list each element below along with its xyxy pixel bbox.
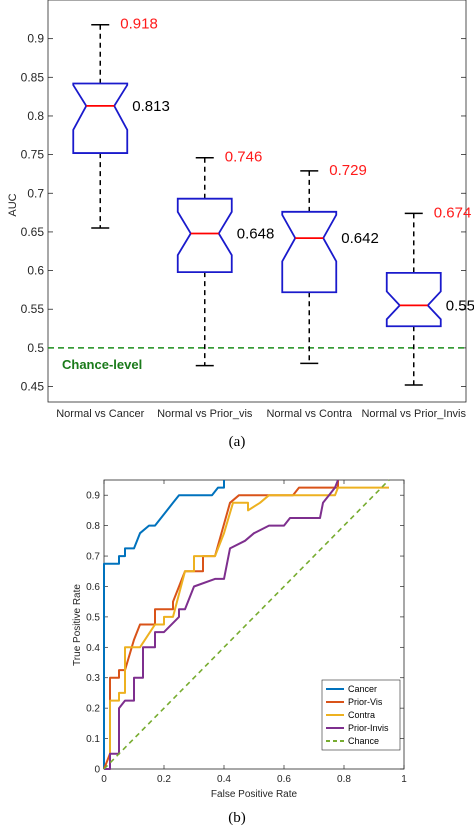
boxplot-x-ticks: Normal vs Cancer Normal vs Prior_vis Norma… bbox=[56, 408, 466, 420]
roc-curves bbox=[103, 479, 390, 770]
box-group: 0.642 0.729 bbox=[281, 162, 379, 365]
max-label: 0.746 bbox=[225, 149, 263, 166]
roc-y-axis-label: True Positive Rate bbox=[72, 584, 83, 666]
chance-label: Chance-level bbox=[62, 357, 142, 372]
roc-curve-prior-vis bbox=[103, 480, 339, 770]
notched-box bbox=[72, 82, 129, 154]
boxplot-y-axis-label: AUC bbox=[7, 193, 19, 216]
y-tick-label: 0.7 bbox=[86, 552, 100, 563]
legend-label: Chance bbox=[348, 736, 379, 746]
boxplot-panel: 0.45 0.5 0.55 0.6 0.65 0.7 0.75 0.8 0.85 0.9 Chan… bbox=[7, 0, 474, 450]
box-group: 0.555 0.674 bbox=[385, 204, 474, 386]
median-label: 0.648 bbox=[237, 225, 275, 242]
y-tick-label: 0.55 bbox=[21, 302, 45, 316]
x-tick-label: Normal vs Contra bbox=[266, 408, 352, 420]
y-tick-label: 0.5 bbox=[27, 341, 44, 355]
caption-b: (b) bbox=[228, 810, 246, 826]
y-tick-label: 0.6 bbox=[86, 582, 100, 593]
legend-label: Cancer bbox=[348, 684, 377, 694]
x-tick-label: 0 bbox=[101, 774, 107, 785]
y-tick-label: 0.9 bbox=[86, 491, 100, 502]
roc-ticks: 0 0.2 0.4 0.6 0.8 1 0 0.1 0.2 0.3 0.4 0.5 0.6 0.7 0.8 0… bbox=[86, 480, 407, 785]
y-tick-label: 0.7 bbox=[27, 186, 44, 200]
x-tick-label: 0.8 bbox=[337, 774, 351, 785]
x-tick-label: 0.6 bbox=[277, 774, 291, 785]
max-label: 0.674 bbox=[434, 204, 472, 221]
x-tick-label: Normal vs Prior_Invis bbox=[361, 408, 466, 420]
boxplot-axes-frame bbox=[47, 0, 467, 403]
caption-a: (a) bbox=[229, 434, 246, 450]
roc-curve-prior-invis bbox=[104, 479, 339, 770]
boxplot-y-ticks: 0.45 0.5 0.55 0.6 0.65 0.7 0.75 0.8 0.85 0.9 bbox=[21, 32, 466, 394]
y-tick-label: 0.3 bbox=[86, 673, 100, 684]
roc-x-axis-label: False Positive Rate bbox=[211, 789, 298, 800]
legend-label: Prior-Invis bbox=[348, 723, 389, 733]
roc-panel: 0 0.2 0.4 0.6 0.8 1 0 0.1 0.2 0.3 0.4 0.5 0.6 0.7 0.8 0… bbox=[72, 479, 407, 826]
notched-box bbox=[281, 210, 338, 294]
roc-curve-cancer bbox=[103, 480, 225, 769]
y-tick-label: 0.5 bbox=[86, 612, 100, 623]
notched-box bbox=[385, 271, 442, 328]
median-label: 0.813 bbox=[132, 98, 170, 115]
y-tick-label: 0.8 bbox=[86, 521, 100, 532]
x-tick-label: Normal vs Prior_vis bbox=[157, 408, 253, 420]
x-tick-label: 0.4 bbox=[217, 774, 231, 785]
box-group: 0.813 0.918 bbox=[72, 16, 170, 229]
max-label: 0.918 bbox=[120, 16, 158, 33]
median-label: 0.555 bbox=[446, 297, 474, 314]
chance-level-line: Chance-level bbox=[48, 347, 466, 372]
max-label: 0.729 bbox=[329, 162, 367, 179]
notched-box bbox=[176, 197, 233, 274]
y-tick-label: 0.85 bbox=[21, 70, 45, 84]
legend-label: Contra bbox=[348, 710, 375, 720]
x-tick-label: 1 bbox=[401, 774, 407, 785]
y-tick-label: 0 bbox=[94, 765, 100, 776]
x-tick-label: 0.2 bbox=[157, 774, 171, 785]
box-group: 0.648 0.746 bbox=[176, 149, 275, 367]
y-tick-label: 0.45 bbox=[21, 380, 45, 394]
median-label: 0.642 bbox=[341, 230, 379, 247]
roc-curve-chance bbox=[103, 479, 390, 770]
y-tick-label: 0.6 bbox=[27, 264, 44, 278]
roc-legend: Cancer Prior-Vis Contra Prior-Invis Chance bbox=[321, 679, 401, 751]
y-tick-label: 0.1 bbox=[86, 734, 100, 745]
x-tick-label: Normal vs Cancer bbox=[56, 408, 144, 420]
y-tick-label: 0.8 bbox=[27, 109, 44, 123]
y-tick-label: 0.9 bbox=[27, 32, 44, 46]
y-tick-label: 0.2 bbox=[86, 704, 100, 715]
boxplot-boxes: 0.813 0.918 0.648 0.746 0.642 0.729 0.555 0.674 bbox=[72, 16, 474, 386]
y-tick-label: 0.75 bbox=[21, 148, 45, 162]
y-tick-label: 0.4 bbox=[86, 643, 100, 654]
roc-curve-contra bbox=[104, 486, 389, 770]
y-tick-label: 0.65 bbox=[21, 225, 45, 239]
legend-label: Prior-Vis bbox=[348, 697, 383, 707]
